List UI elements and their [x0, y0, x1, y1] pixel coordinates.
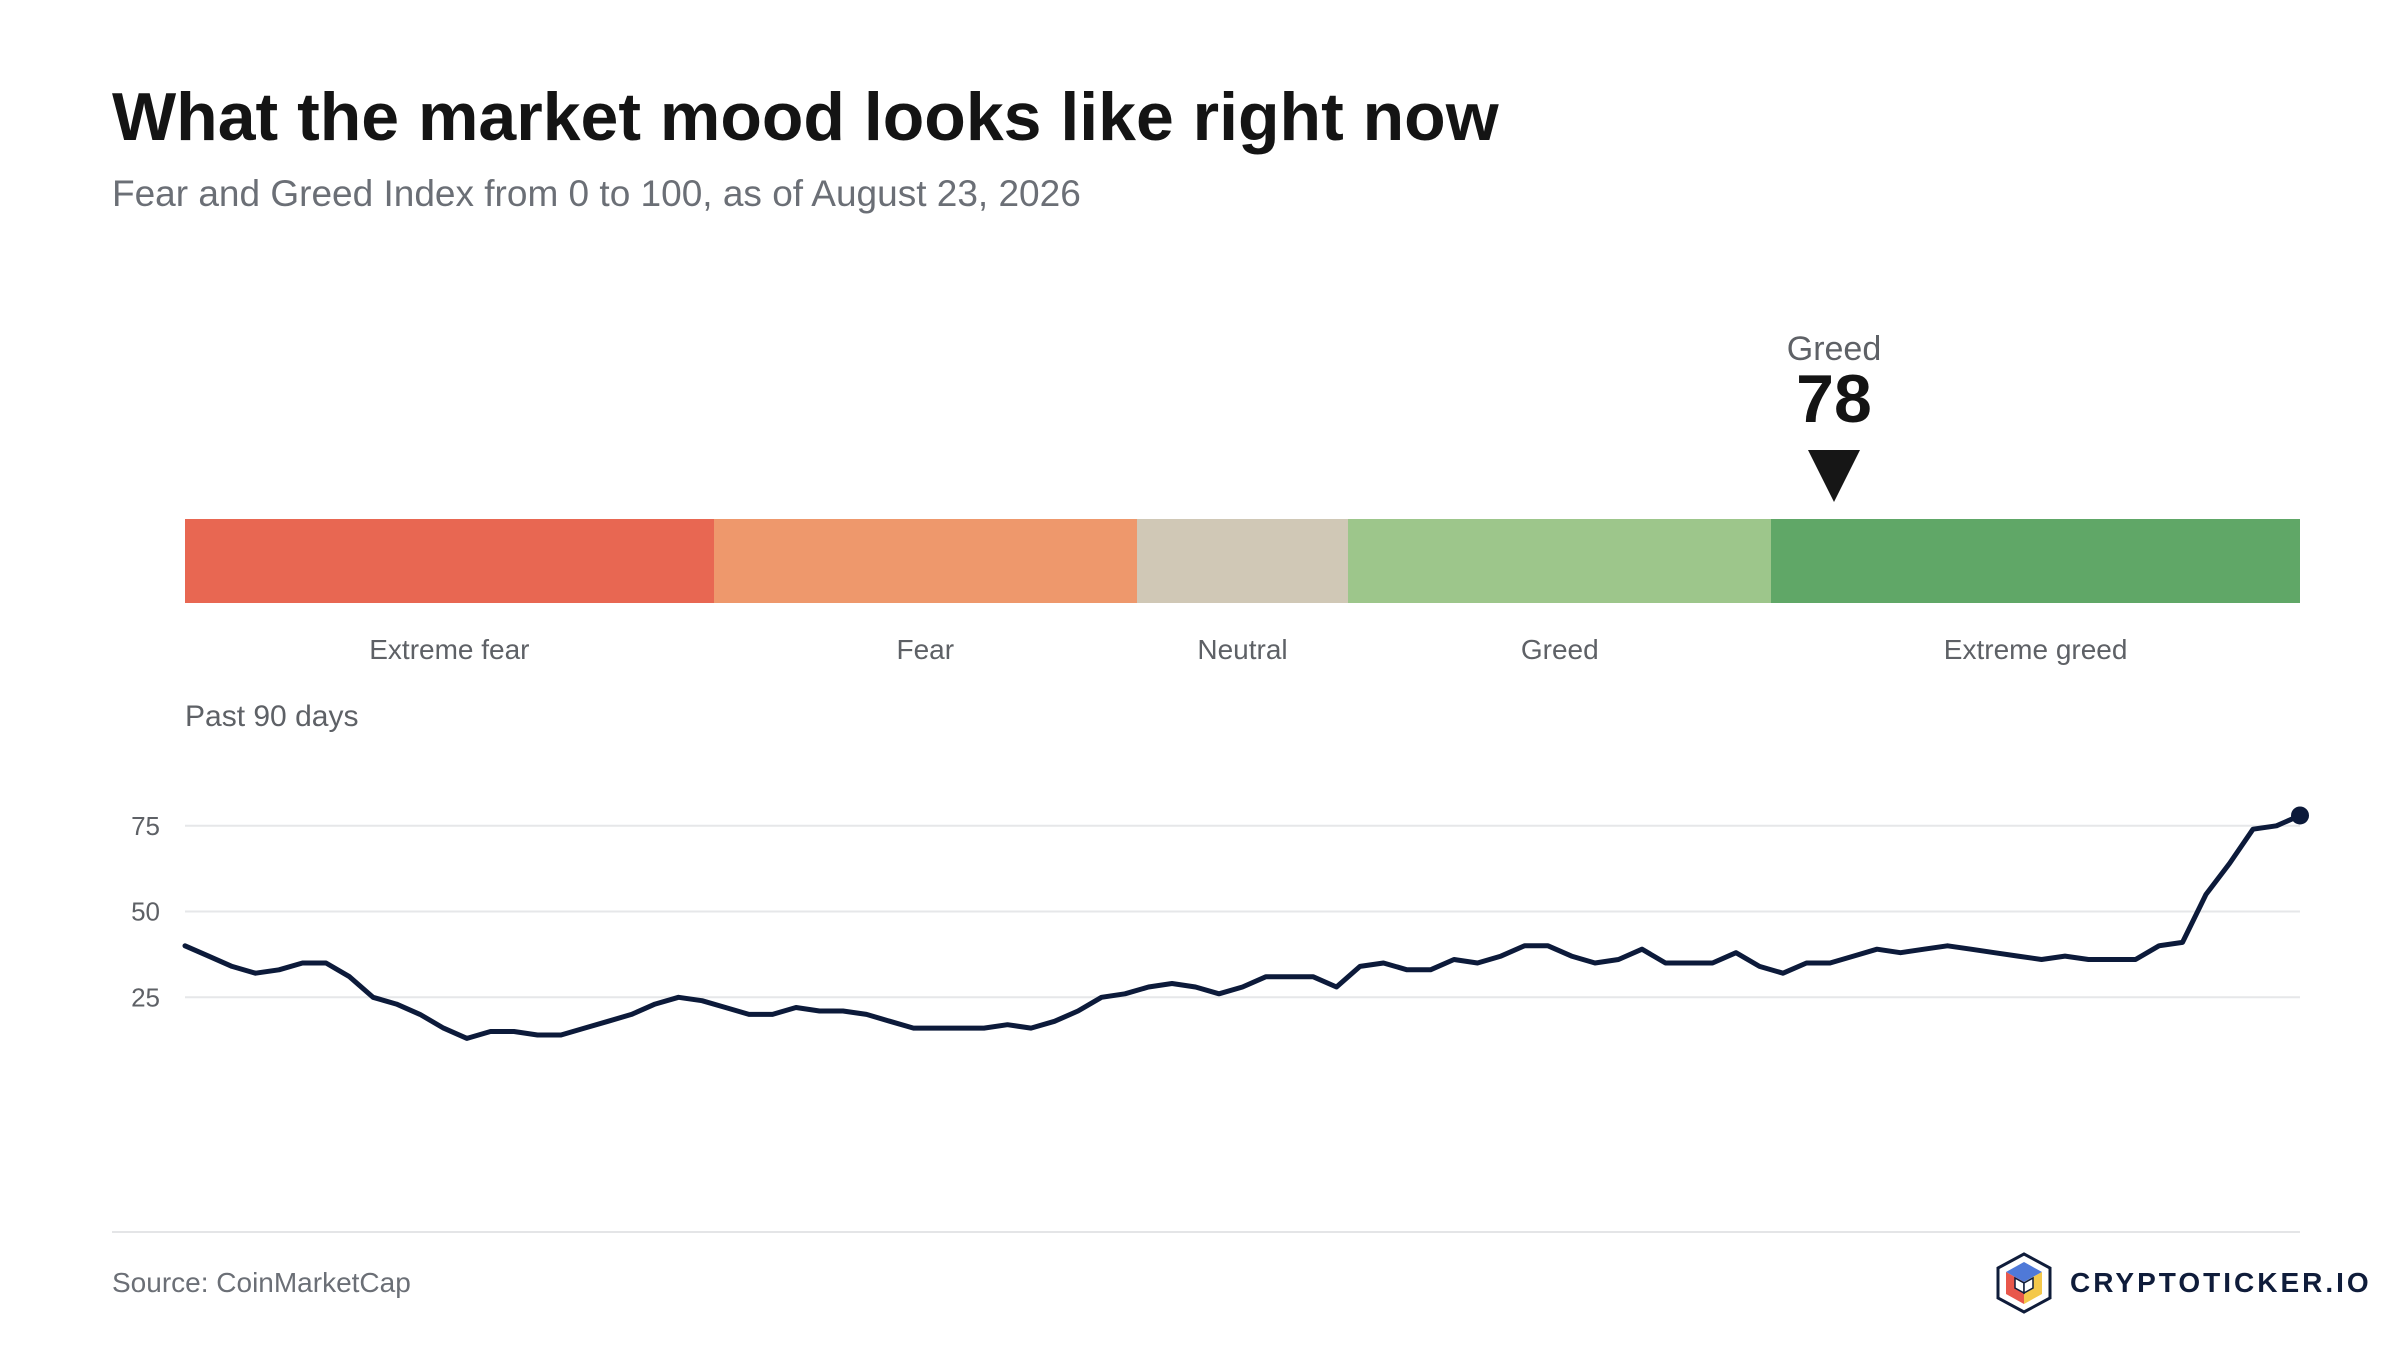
- gauge-zone-label: Greed: [1520, 634, 1599, 665]
- brand-name: CRYPTOTICKER.IO: [2070, 1267, 2372, 1298]
- brand[interactable]: CRYPTOTICKER.IO: [1993, 1252, 2372, 1314]
- source-note: Source: CoinMarketCap: [112, 1267, 411, 1298]
- history-label: Past 90 days: [185, 700, 359, 733]
- chart-gridlines: [185, 824, 2300, 999]
- gauge-zone-labels: Extreme fear Fear Neutral Greed Extreme gree…: [185, 634, 2300, 674]
- gauge-bar: [185, 519, 2300, 603]
- footer-divider: [112, 1231, 2300, 1233]
- gauge-zone-greed: [1348, 519, 1772, 603]
- gauge-current-label: Greed: [1786, 330, 1882, 368]
- gauge-current-value: 78: [1796, 361, 1872, 437]
- page-title: What the market mood looks like right no…: [112, 79, 1499, 155]
- chart-y-tick-label: 25: [131, 982, 160, 1012]
- gauge-zone-neutral: [1136, 519, 1349, 603]
- chart-series: [182, 806, 2309, 1041]
- chart-latest-point: [2291, 806, 2309, 825]
- gauge-zone-label: Extreme fear: [369, 634, 530, 665]
- gauge-pointer-icon: [1808, 450, 1860, 502]
- chart-y-tick-label: 50: [131, 897, 160, 927]
- chart-y-tick-label: 75: [131, 811, 160, 841]
- gauge-zone-label: Extreme greed: [1943, 634, 2128, 665]
- gauge-zone-label: Neutral: [1197, 634, 1288, 665]
- gauge-zone-label: Fear: [896, 634, 955, 665]
- chart-series-line: [182, 813, 2303, 1041]
- gauge-zone-fear: [713, 519, 1137, 603]
- gauge-zone-extreme-fear: [185, 519, 714, 603]
- chart-y-tick-labels: 25 50 75: [131, 811, 160, 1013]
- cube-logo-icon: [1996, 1252, 2052, 1314]
- page-subtitle: Fear and Greed Index from 0 to 100, as o…: [112, 173, 1081, 214]
- gauge-zone-extreme-greed: [1771, 519, 2300, 603]
